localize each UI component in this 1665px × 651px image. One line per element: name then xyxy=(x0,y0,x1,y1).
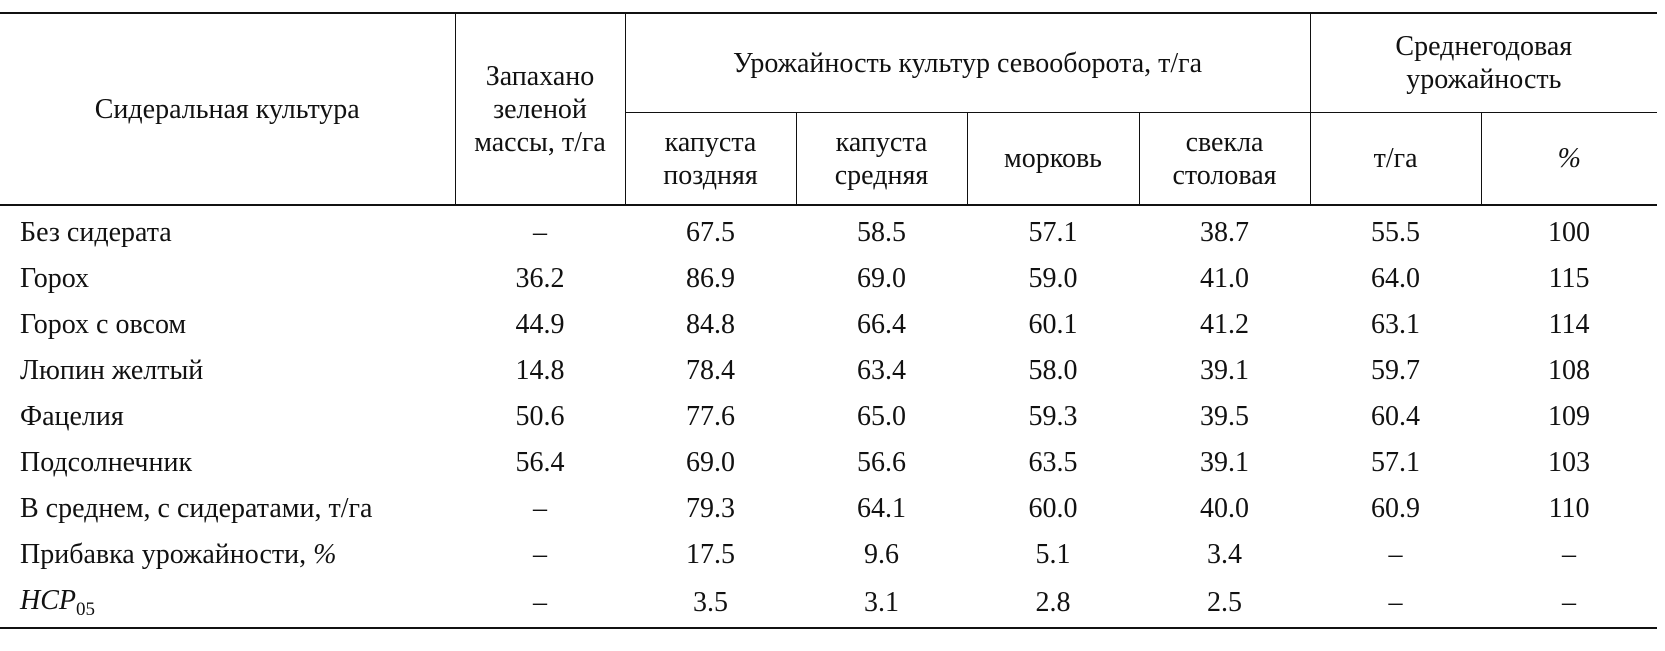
cell-c2: 3.1 xyxy=(864,586,899,618)
row-culture-name: Прибавка урожайности, % xyxy=(20,539,337,570)
header-avg-pct: % xyxy=(1480,112,1658,205)
cell-mass: 50.6 xyxy=(515,401,565,432)
cell-c4: 39.1 xyxy=(1200,355,1250,386)
cell-c4: 40.0 xyxy=(1200,493,1250,524)
cell-avg: 63.1 xyxy=(1371,309,1421,340)
cell-c4: 3.4 xyxy=(1207,539,1243,570)
cell-c2: 64.1 xyxy=(857,493,906,524)
cell-c2: 66.4 xyxy=(857,309,906,340)
cell-pct: 114 xyxy=(1548,309,1590,340)
cell-c4: 41.2 xyxy=(1200,309,1250,340)
cell-avg: – xyxy=(1388,539,1403,570)
table-row: НСР05 – 3.5 3.1 2.8 2.5 – – xyxy=(0,578,1658,628)
cell-avg: 60.4 xyxy=(1371,401,1421,432)
cell-c2: 56.6 xyxy=(857,447,906,478)
cell-c3: 60.0 xyxy=(1028,493,1078,524)
header-avg-group: Среднегодовая урожайность xyxy=(1309,13,1658,113)
row-culture-name: Горох с овсом xyxy=(20,309,187,340)
cell-mass: – xyxy=(533,493,547,524)
header-green-mass: Запахано зеленой массы, т/га xyxy=(454,13,625,205)
cell-pct: 115 xyxy=(1548,263,1590,294)
header-yield-group: Урожайность культур севооборота, т/га xyxy=(624,13,1311,113)
cell-c1: 84.8 xyxy=(686,309,735,340)
cell-avg: 55.5 xyxy=(1371,217,1421,248)
cell-pct: 100 xyxy=(1548,217,1591,248)
cell-pct: – xyxy=(1562,586,1577,618)
row-culture-name: Горох xyxy=(20,263,90,294)
header-beet: свекла столовая xyxy=(1138,112,1311,205)
table-row: Горох 36.2 86.9 69.0 59.0 41.0 64.0 115 xyxy=(0,256,1657,302)
row-culture-name: Без сидерата xyxy=(20,217,172,248)
header-avg-tha: т/га xyxy=(1309,112,1482,205)
table-row: Люпин желтый 14.8 78.4 63.4 58.0 39.1 59.7 108 xyxy=(0,348,1657,394)
cell-c3: 63.5 xyxy=(1028,447,1078,478)
cell-pct: – xyxy=(1562,539,1577,570)
cell-avg: 64.0 xyxy=(1371,263,1421,294)
cell-c1: 77.6 xyxy=(686,401,735,432)
cell-mass: 36.2 xyxy=(515,263,565,294)
cell-c3: 59.3 xyxy=(1028,401,1078,432)
cell-c2: 69.0 xyxy=(857,263,906,294)
yield-table: Сидеральная культура Запахано зеленой ма… xyxy=(0,12,1658,629)
cell-c1: 86.9 xyxy=(686,263,735,294)
cropped-caption xyxy=(0,0,1665,8)
cell-pct: 109 xyxy=(1548,401,1591,432)
cell-c1: 79.3 xyxy=(686,493,735,524)
cell-c4: 39.5 xyxy=(1200,401,1250,432)
cell-mass: – xyxy=(533,586,547,618)
cell-c1: 67.5 xyxy=(686,217,735,248)
cell-c2: 65.0 xyxy=(857,401,906,432)
cell-c2: 63.4 xyxy=(857,355,906,386)
cell-c4: 2.5 xyxy=(1207,586,1243,618)
row-culture-name: НСР05 xyxy=(20,585,95,620)
header-cabbage-mid: капуста средняя xyxy=(795,112,967,205)
header-culture: Сидеральная культура xyxy=(94,93,360,125)
cell-mass: – xyxy=(533,539,547,570)
cell-c4: 38.7 xyxy=(1200,217,1250,248)
cell-c3: 60.1 xyxy=(1028,309,1078,340)
table-row: Без сидерата – 67.5 58.5 57.1 38.7 55.5 100 xyxy=(0,205,1657,256)
cell-c2: 58.5 xyxy=(857,217,906,248)
table-row: В среднем, с сидератами, т/га – 79.3 64.1 60… xyxy=(0,486,1657,532)
cell-c3: 5.1 xyxy=(1035,539,1071,570)
cell-pct: 108 xyxy=(1548,355,1591,386)
cell-c4: 39.1 xyxy=(1200,447,1250,478)
cell-pct: 103 xyxy=(1548,447,1591,478)
cell-avg: 57.1 xyxy=(1371,447,1421,478)
row-culture-name: Фацелия xyxy=(20,401,124,432)
cell-pct: 110 xyxy=(1548,493,1590,524)
table-row: Подсолнечник 56.4 69.0 56.6 63.5 39.1 57.1 103 xyxy=(0,440,1657,486)
cell-avg: – xyxy=(1388,586,1403,618)
cell-c1: 3.5 xyxy=(693,586,728,618)
row-culture-name: В среднем, с сидератами, т/га xyxy=(20,493,373,524)
cell-avg: 59.7 xyxy=(1371,355,1421,386)
cell-mass: 14.8 xyxy=(515,355,565,386)
cell-c3: 59.0 xyxy=(1028,263,1078,294)
header-row-top: Сидеральная культура Запахано зеленой ма… xyxy=(0,13,1658,205)
header-cabbage-late: капуста поздняя xyxy=(624,112,796,205)
cell-c3: 57.1 xyxy=(1028,217,1078,248)
cell-mass: 56.4 xyxy=(515,447,565,478)
table-row: Фацелия 50.6 77.6 65.0 59.3 39.5 60.4 109 xyxy=(0,394,1657,440)
cell-c1: 17.5 xyxy=(686,539,735,570)
row-culture-name: Люпин желтый xyxy=(20,355,204,386)
cell-avg: 60.9 xyxy=(1371,493,1421,524)
header-carrot: морковь xyxy=(966,112,1139,205)
cell-c3: 58.0 xyxy=(1028,355,1078,386)
table-row: Прибавка урожайности, % – 17.5 9.6 5.1 3.4 – – xyxy=(0,532,1657,578)
table-row: Горох с овсом 44.9 84.8 66.4 60.1 41.2 63.1 114 xyxy=(0,302,1657,348)
row-culture-name: Подсолнечник xyxy=(20,447,193,478)
header-row-sub: капуста поздняя капуста средняя морковь … xyxy=(0,112,1658,205)
cell-c3: 2.8 xyxy=(1035,586,1071,618)
cell-c1: 78.4 xyxy=(686,355,735,386)
cell-c1: 69.0 xyxy=(686,447,735,478)
cell-mass: – xyxy=(533,217,547,248)
cell-mass: 44.9 xyxy=(515,309,565,340)
cell-c4: 41.0 xyxy=(1200,263,1250,294)
cell-c2: 9.6 xyxy=(864,539,899,570)
